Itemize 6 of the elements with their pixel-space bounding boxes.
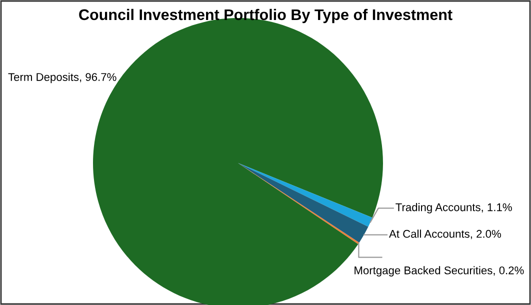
slice-label: Mortgage Backed Securities, 0.2% xyxy=(354,266,524,277)
pie-slice xyxy=(238,163,372,227)
slice-label: At Call Accounts, 2.0% xyxy=(389,230,501,240)
slice-label: Trading Accounts, 1.1% xyxy=(396,203,512,214)
slice-label: Term Deposits, 96.7% xyxy=(8,72,116,84)
chart-title: Council Investment Portfolio By Type of Investment xyxy=(79,8,452,24)
